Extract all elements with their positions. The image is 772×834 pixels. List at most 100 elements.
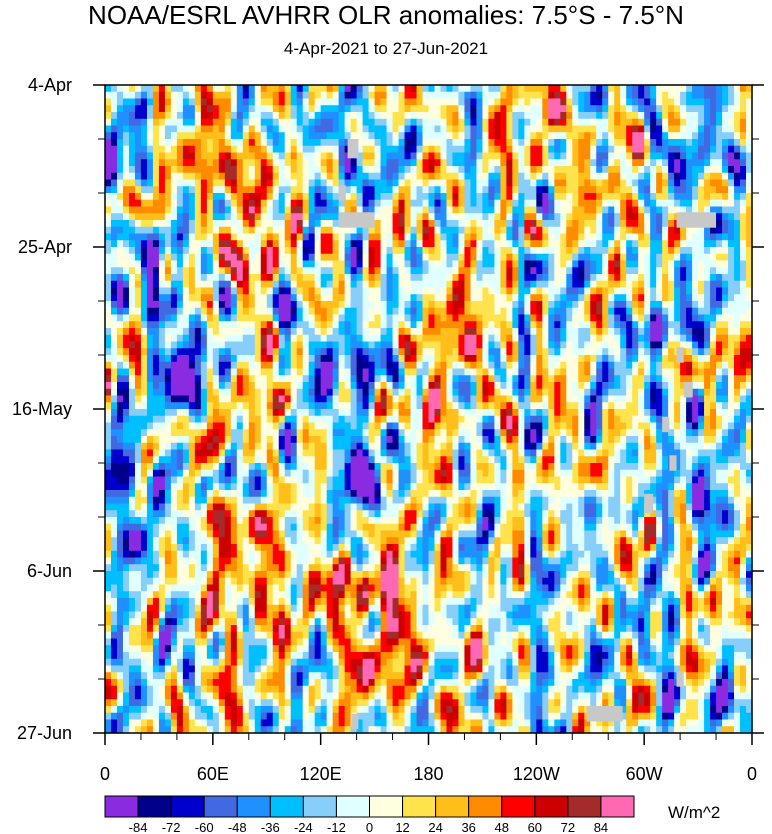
heatmap-cell [356, 382, 364, 390]
heatmap-cell [410, 361, 418, 370]
heatmap-cell [644, 294, 651, 302]
heatmap-cell [152, 166, 160, 174]
heatmap-cell [674, 132, 681, 140]
heatmap-cell [296, 132, 304, 140]
heatmap-cell [596, 139, 603, 147]
heatmap-cell [518, 193, 525, 201]
heatmap-cell [356, 328, 364, 336]
heatmap-cell [434, 253, 442, 262]
heatmap-cell [422, 179, 430, 187]
heatmap-cell [308, 91, 316, 100]
heatmap-cell [188, 172, 196, 181]
heatmap-cell [128, 307, 136, 316]
heatmap-cell [188, 226, 196, 235]
heatmap-cell [242, 152, 250, 160]
heatmap-cell [338, 388, 346, 397]
heatmap-cell [344, 287, 352, 295]
heatmap-cell [578, 260, 585, 268]
heatmap-cell [698, 125, 705, 133]
heatmap-cell [146, 213, 154, 221]
heatmap-cell [212, 220, 220, 228]
heatmap-cell [200, 112, 208, 120]
heatmap-cell [236, 240, 244, 248]
heatmap-cell [578, 98, 585, 106]
heatmap-cell [296, 139, 304, 147]
heatmap-cell [470, 172, 478, 181]
heatmap-cell [332, 388, 340, 397]
heatmap-cell [404, 159, 412, 167]
heatmap-cell [548, 307, 555, 316]
heatmap-cell [614, 280, 621, 289]
heatmap-cell [608, 125, 615, 133]
heatmap-cell [674, 91, 681, 100]
heatmap-cell [200, 395, 208, 403]
heatmap-cell [548, 341, 555, 349]
heatmap-cell [440, 375, 448, 383]
heatmap-cell [110, 172, 118, 181]
heatmap-cell [566, 125, 573, 133]
heatmap-cell [722, 91, 729, 100]
heatmap-cell [482, 321, 490, 329]
heatmap-cell [428, 145, 436, 154]
heatmap-cell [692, 253, 699, 262]
heatmap-cell [656, 152, 663, 160]
heatmap-cell [188, 301, 196, 309]
heatmap-cell [236, 226, 244, 235]
heatmap-cell [704, 118, 711, 127]
heatmap-cell [152, 179, 160, 187]
heatmap-cell [740, 233, 747, 241]
heatmap-cell [584, 287, 591, 295]
heatmap-cell [206, 267, 214, 275]
heatmap-cell [314, 233, 322, 241]
heatmap-cell [326, 341, 334, 349]
heatmap-cell [560, 240, 567, 248]
heatmap-cell [416, 125, 424, 133]
heatmap-cell [620, 98, 627, 106]
heatmap-cell [146, 287, 154, 295]
heatmap-cell [200, 388, 208, 397]
heatmap-cell [410, 179, 418, 187]
heatmap-cell [158, 348, 166, 356]
heatmap-cell [290, 145, 298, 154]
heatmap-cell [488, 355, 495, 363]
heatmap-cell [416, 193, 424, 201]
heatmap-cell [440, 388, 448, 397]
heatmap-cell [158, 159, 166, 167]
heatmap-cell [626, 145, 633, 154]
heatmap-cell [152, 348, 160, 356]
heatmap-cell [452, 85, 460, 93]
heatmap-cell [350, 341, 358, 349]
heatmap-cell [716, 274, 723, 282]
heatmap-cell [662, 294, 669, 302]
heatmap-cell [500, 206, 507, 214]
heatmap-cell [404, 172, 412, 181]
heatmap-cell [158, 280, 166, 289]
heatmap-cell [308, 145, 316, 154]
heatmap-cell [728, 361, 735, 370]
heatmap-cell [446, 375, 454, 383]
heatmap-cell [644, 382, 651, 390]
heatmap-cell [254, 321, 262, 329]
heatmap-cell [242, 240, 250, 248]
heatmap-cell [404, 321, 412, 329]
heatmap-cell [422, 321, 430, 329]
heatmap-cell [194, 388, 202, 397]
heatmap-cell [194, 145, 202, 154]
heatmap-cell [548, 280, 555, 289]
heatmap-cell [668, 193, 675, 201]
heatmap-cell [344, 314, 352, 322]
heatmap-cell [476, 226, 484, 235]
heatmap-cell [290, 348, 298, 356]
heatmap-cell [386, 152, 394, 160]
heatmap-cell [488, 166, 495, 174]
heatmap-cell [212, 166, 220, 174]
heatmap-cell [260, 280, 268, 289]
heatmap-cell [440, 247, 448, 255]
heatmap-cell [422, 314, 430, 322]
heatmap-cell [524, 274, 531, 282]
heatmap-cell [560, 301, 567, 309]
heatmap-cell [398, 314, 406, 322]
heatmap-cell [566, 307, 573, 316]
heatmap-cell [242, 382, 250, 390]
heatmap-cell [122, 179, 130, 187]
